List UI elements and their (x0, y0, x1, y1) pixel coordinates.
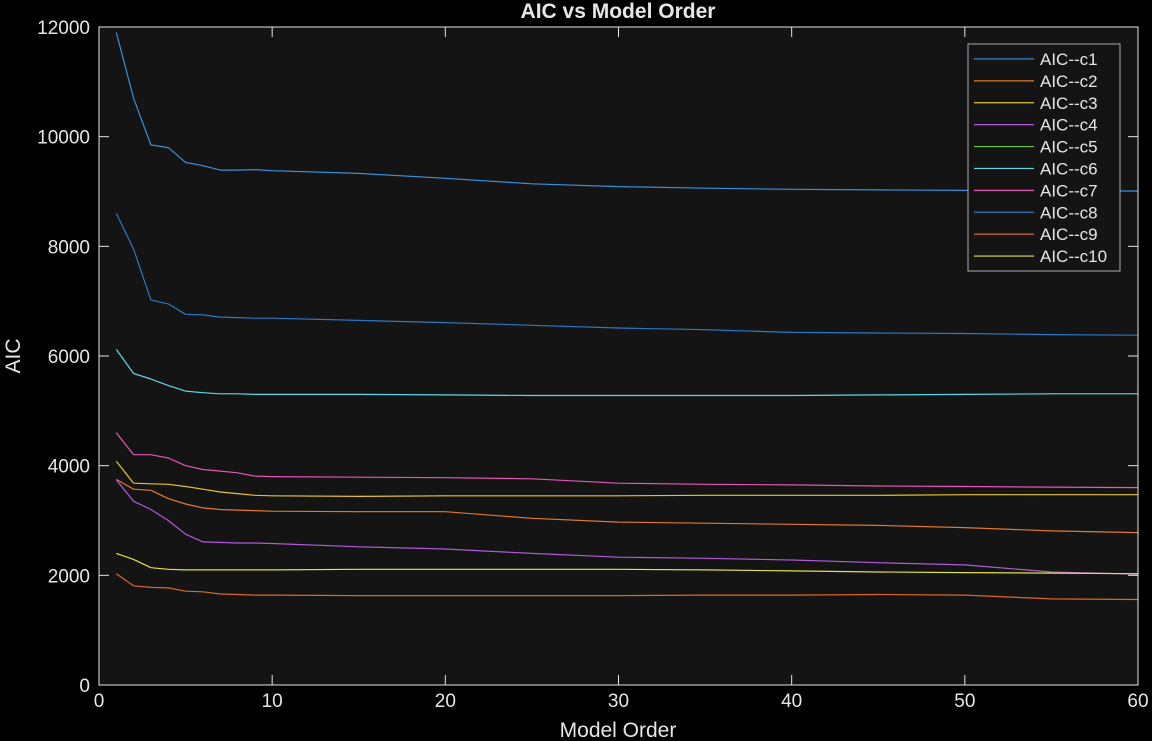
y-tick-label: 0 (79, 676, 90, 697)
legend-label-c5: AIC--c5 (1040, 138, 1098, 157)
legend-label-c10: AIC--c10 (1040, 247, 1107, 266)
legend-label-c7: AIC--c7 (1040, 181, 1098, 200)
legend-label-c3: AIC--c3 (1040, 94, 1098, 113)
y-tick-label: 6000 (48, 347, 90, 368)
x-tick-label: 40 (781, 691, 802, 712)
series-line-c2 (116, 478, 1139, 534)
x-tick-label: 60 (1127, 691, 1148, 712)
series-line-c7 (115, 432, 1139, 489)
series-line-c6 (115, 349, 1138, 397)
x-tick-label: 20 (435, 691, 456, 712)
x-tick-label: 50 (954, 691, 975, 712)
legend-label-c9: AIC--c9 (1040, 225, 1098, 244)
y-tick-label: 12000 (37, 18, 90, 39)
legend: AIC--c1 AIC--c2 AIC--c3 AIC--c4 AIC--c5 AIC--… (967, 43, 1121, 272)
axes-layer: 0 10 20 30 40 50 60 0 2000 4000 6000 8000 10000 12000 (37, 18, 1148, 712)
x-axis-label: Model Order (560, 719, 677, 741)
legend-label-c8: AIC--c8 (1040, 203, 1098, 222)
series-line-c9 (115, 573, 1139, 601)
y-tick-label: 2000 (48, 566, 90, 587)
y-tick-label: 10000 (37, 128, 90, 149)
chart-title: AIC vs Model Order (521, 0, 716, 23)
y-tick-label: 4000 (48, 457, 90, 478)
x-tick-label: 30 (608, 691, 629, 712)
legend-label-c1: AIC--c1 (1040, 50, 1098, 69)
series-line-c10 (116, 552, 1139, 575)
y-axis-label: AIC (2, 338, 25, 373)
legend-box (967, 43, 1121, 272)
series-line-c8 (115, 213, 1139, 336)
x-tick-label: 10 (262, 691, 283, 712)
plot-area (99, 27, 1138, 685)
legend-label-c6: AIC--c6 (1040, 159, 1098, 178)
legend-label-c4: AIC--c4 (1040, 116, 1098, 135)
series-line-c4 (115, 479, 1139, 575)
y-tick-label: 8000 (48, 237, 90, 258)
x-tick-label: 0 (94, 691, 105, 712)
series-line-c3 (115, 460, 1138, 497)
series-layer (115, 32, 1139, 601)
legend-label-c2: AIC--c2 (1040, 72, 1098, 91)
series-line-c1 (115, 32, 1138, 192)
